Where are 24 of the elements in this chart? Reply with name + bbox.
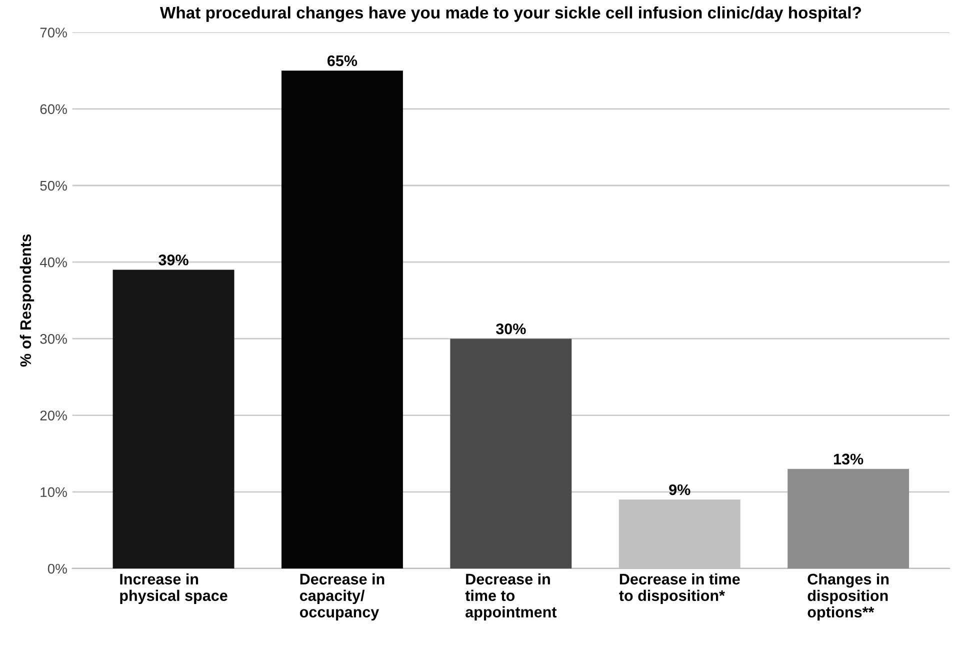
bar	[281, 70, 403, 568]
data-label: 9%	[669, 484, 690, 496]
y-tick-label: 10%	[40, 487, 67, 498]
y-axis-title: % of Respondents	[20, 234, 34, 367]
data-label: 13%	[834, 454, 864, 465]
x-tick-label: Decrease in time to appointment	[465, 573, 557, 620]
x-tick-label: Decrease in time to disposition*	[619, 573, 740, 604]
y-tick-label: 30%	[40, 334, 67, 344]
bar	[112, 270, 234, 568]
x-tick-label: Changes in disposition options**	[808, 573, 889, 621]
y-tick-label: 70%	[40, 28, 67, 38]
y-tick-label: 20%	[40, 410, 67, 420]
y-tick-label: 0%	[48, 564, 67, 574]
y-tick-label: 50%	[40, 180, 67, 191]
bar	[450, 338, 572, 568]
data-label: 39%	[158, 254, 188, 266]
y-tick-label: 40%	[40, 257, 67, 268]
x-tick-label: Increase in physical space	[120, 573, 228, 604]
bar	[788, 468, 910, 568]
y-tick-label: 60%	[40, 104, 67, 114]
chart-title: What procedural changes have you made to your sickle cell infusion clinic/day hospital?	[160, 6, 862, 22]
x-tick-label: Decrease in capacity/ occupancy	[300, 573, 384, 620]
data-label: 30%	[496, 323, 526, 334]
data-label: 65%	[327, 55, 358, 66]
